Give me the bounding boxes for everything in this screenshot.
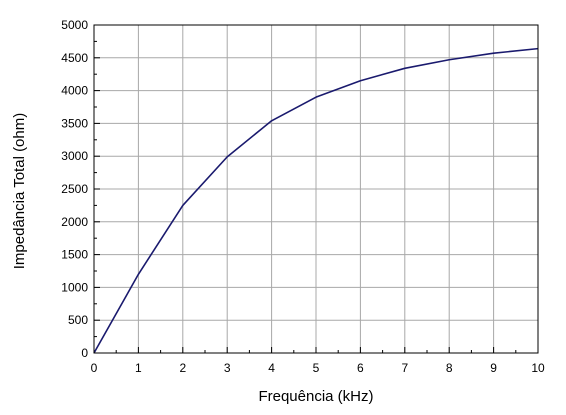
y-tick-label: 4500 [61,51,88,65]
y-tick-label: 4000 [61,84,88,98]
y-tick-label: 1500 [61,248,88,262]
y-tick-label: 0 [81,346,88,360]
x-tick-label: 3 [224,361,231,375]
x-tick-label: 7 [401,361,408,375]
axis-ticks [93,24,539,354]
x-tick-label: 6 [357,361,364,375]
x-tick-label: 10 [531,361,545,375]
y-tick-label: 2500 [61,182,88,196]
y-tick-label: 1000 [61,280,88,294]
x-tick-label: 0 [91,361,98,375]
y-tick-label: 3500 [61,116,88,130]
y-tick-label: 500 [68,313,88,327]
grid [94,25,538,353]
x-tick-label: 5 [313,361,320,375]
y-tick-label: 2000 [61,215,88,229]
x-tick-label: 2 [179,361,186,375]
x-tick-label: 8 [446,361,453,375]
x-tick-label: 1 [135,361,142,375]
tick-labels: 0 1 2 3 4 5 6 7 8 9 10 0 500 1000 1500 2000 2500 3000 3500… [61,18,545,375]
y-axis-title: Impedância Total (ohm) [11,113,28,269]
impedance-series-line [93,47,539,354]
x-tick-label: 9 [490,361,497,375]
x-axis-title: Frequência (kHz) [258,388,373,405]
y-tick-label: 5000 [61,18,88,32]
x-tick-label: 4 [268,361,275,375]
y-tick-label: 3000 [61,149,88,163]
series-layer [93,47,539,354]
